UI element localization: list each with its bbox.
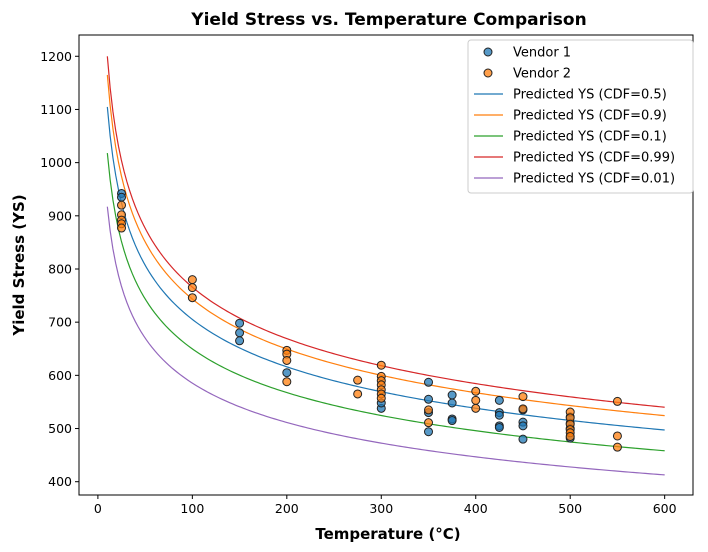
data-point-vendor2-0 — [117, 200, 127, 210]
data-point-vendor1-13 — [447, 398, 457, 408]
legend-label-2: Predicted YS (CDF=0.5) — [513, 88, 667, 103]
y-tick-label-3: 700 — [48, 315, 72, 330]
data-point-vendor1-11 — [424, 427, 434, 437]
data-point-vendor1-18 — [494, 410, 504, 420]
legend-box — [467, 39, 694, 194]
data-point-vendor1-8 — [424, 377, 434, 387]
x-tick-label-5: 500 — [558, 501, 582, 516]
data-point-vendor2-5 — [187, 275, 197, 285]
y-tick-label-6: 1000 — [40, 155, 72, 170]
y-tick-label-5: 900 — [48, 208, 72, 223]
data-point-vendor1-20 — [494, 422, 504, 432]
legend-label-0: Vendor 1 — [513, 46, 571, 61]
y-tick-label-0: 400 — [48, 474, 72, 489]
data-point-vendor2-23 — [471, 386, 481, 396]
series-line-3 — [106, 56, 665, 408]
legend-label-6: Predicted YS (CDF=0.01) — [513, 172, 675, 187]
data-point-vendor2-22 — [424, 418, 434, 428]
y-tick-label-2: 600 — [48, 368, 72, 383]
series-line-4 — [106, 206, 665, 476]
data-point-vendor2-10 — [282, 355, 292, 365]
y-tick-label-4: 800 — [48, 261, 72, 276]
legend: Vendor 1 Vendor 2 Predicted YS (CDF=0.5) Pr… — [467, 39, 694, 194]
data-point-vendor2-27 — [518, 404, 528, 414]
legend-marker-1 — [483, 68, 493, 78]
data-point-vendor2-25 — [471, 403, 481, 413]
points-layer — [117, 188, 622, 452]
data-point-vendor1-1 — [117, 192, 127, 202]
legend-label-5: Predicted YS (CDF=0.99) — [513, 151, 675, 166]
data-point-vendor1-9 — [424, 394, 434, 404]
data-point-vendor2-7 — [187, 293, 197, 303]
x-axis-title: Temperature (°C) — [315, 525, 460, 543]
legend-label-4: Predicted YS (CDF=0.1) — [513, 130, 667, 145]
x-tick-label-3: 300 — [369, 501, 393, 516]
data-point-vendor1-4 — [235, 336, 245, 346]
data-point-vendor2-36 — [612, 442, 622, 452]
data-point-vendor2-20 — [376, 393, 386, 403]
x-tick-label-2: 200 — [275, 501, 299, 516]
data-point-vendor2-21 — [424, 405, 434, 415]
legend-label-3: Predicted YS (CDF=0.9) — [513, 109, 667, 124]
data-point-vendor2-34 — [612, 396, 622, 406]
y-axis: 400 500 600 700 800 900 1000 1100 1200 — [40, 49, 79, 489]
data-point-vendor2-24 — [471, 395, 481, 405]
data-point-vendor2-14 — [376, 360, 386, 370]
plot-frame — [78, 34, 694, 496]
y-tick-label-1: 500 — [48, 421, 72, 436]
data-point-vendor1-24 — [518, 434, 528, 444]
x-tick-label-6: 600 — [653, 501, 677, 516]
data-point-vendor2-35 — [612, 431, 622, 441]
x-tick-label-1: 100 — [180, 501, 204, 516]
data-point-vendor2-26 — [518, 392, 528, 402]
data-point-vendor2-13 — [353, 389, 363, 399]
data-point-vendor1-23 — [518, 421, 528, 431]
data-point-vendor2-4 — [117, 223, 127, 233]
legend-label-1: Vendor 2 — [513, 67, 571, 82]
data-point-vendor2-6 — [187, 283, 197, 293]
data-point-vendor2-33 — [565, 432, 575, 442]
series-line-1 — [106, 74, 665, 417]
data-point-vendor1-5 — [282, 368, 292, 378]
data-point-vendor2-11 — [282, 377, 292, 387]
chart-title: Yield Stress vs. Temperature Comparison — [190, 10, 586, 30]
y-tick-label-7: 1100 — [40, 102, 72, 117]
data-point-vendor1-15 — [447, 416, 457, 426]
x-axis: 0 100 200 300 400 500 600 — [94, 495, 677, 516]
x-tick-label-4: 400 — [464, 501, 488, 516]
legend-marker-0 — [483, 47, 493, 57]
data-point-vendor1-16 — [494, 395, 504, 405]
y-tick-label-8: 1200 — [40, 49, 72, 64]
data-point-vendor1-2 — [235, 318, 245, 328]
data-point-vendor1-3 — [235, 328, 245, 338]
y-axis-title: Yield Stress (YS) — [10, 194, 28, 336]
x-tick-label-0: 0 — [94, 501, 102, 516]
data-point-vendor2-12 — [353, 375, 363, 385]
data-point-vendor1-12 — [447, 390, 457, 400]
